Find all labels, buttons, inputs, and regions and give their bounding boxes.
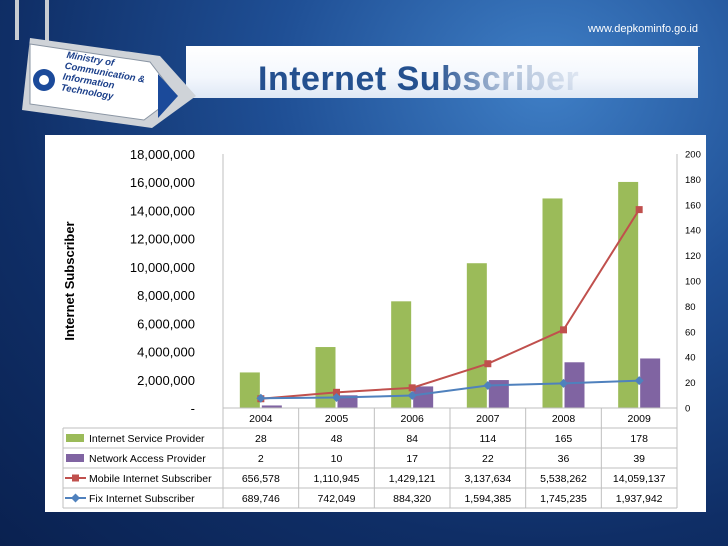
bar-nap <box>488 380 509 408</box>
y2-tick-label: 80 <box>685 302 696 313</box>
y-tick-label: 10,000,000 <box>130 260 195 275</box>
table-cell-value: 22 <box>482 453 494 465</box>
y-tick-label: 6,000,000 <box>137 316 195 331</box>
table-cell-value: 1,594,385 <box>464 493 511 505</box>
y2-tick-label: 140 <box>685 226 701 237</box>
table-cell-value: 28 <box>255 433 267 445</box>
point-fix <box>332 393 341 403</box>
sign-post-right <box>45 0 49 42</box>
point-fix <box>407 391 417 401</box>
legend-label: Internet Service Provider <box>89 433 205 445</box>
legend-label: Fix Internet Subscriber <box>89 493 195 505</box>
point-fix <box>634 376 644 386</box>
table-cell-value: 689,746 <box>242 493 280 505</box>
chart-panel: - 2,000,000 4,000,000 6,000,000 8,000,000 10,… <box>45 135 706 512</box>
point-mobile <box>408 384 416 392</box>
y-axis-title: Internet Subscriber <box>62 221 77 340</box>
y-tick-label: 8,000,000 <box>137 288 195 303</box>
legend-label: Network Access Provider <box>89 453 206 465</box>
table-cell-value: 2 <box>258 453 264 465</box>
x-tick-label: 2008 <box>552 413 576 425</box>
table-cell-value: 1,110,945 <box>314 473 360 485</box>
y2-tick-label: 60 <box>685 327 696 338</box>
y2-tick-label: 20 <box>685 378 696 389</box>
table-cell-value: 656,578 <box>242 473 280 485</box>
ministry-emblem-center <box>39 75 49 85</box>
y-tick-label: 14,000,000 <box>130 203 195 218</box>
table-cell-value: 36 <box>558 453 570 465</box>
legend-marker-fix <box>71 493 80 503</box>
ministry-signpost-logo: Ministry of Communication & Information … <box>15 0 196 128</box>
y-tick-label: 12,000,000 <box>130 232 195 247</box>
subscriber-chart: - 2,000,000 4,000,000 6,000,000 8,000,000 10,… <box>62 147 701 509</box>
table-cell-value: 5,538,262 <box>540 473 587 485</box>
legend-label: Mobile Internet Subscriber <box>89 473 212 485</box>
y2-tick-label: 0 <box>685 404 690 415</box>
x-tick-label: 2005 <box>325 413 349 425</box>
table-cell-value: 17 <box>406 453 418 465</box>
table-cell-value: 1,937,942 <box>616 493 663 505</box>
table-cell-value: 114 <box>479 433 496 445</box>
y-tick-label: 2,000,000 <box>137 373 195 388</box>
bar-nap <box>564 362 585 408</box>
y-tick-label: 16,000,000 <box>130 175 195 190</box>
bar-nap <box>337 395 358 408</box>
website-url: www.depkominfo.go.id <box>587 23 698 35</box>
table-cell-value: 84 <box>406 433 418 445</box>
point-mobile <box>635 206 643 214</box>
bar-isp <box>618 181 639 408</box>
y2-tick-label: 120 <box>685 251 701 262</box>
y2-tick-label: 200 <box>685 150 701 161</box>
table-cell-value: 742,049 <box>318 493 356 505</box>
sign-arrow <box>158 74 178 118</box>
legend-key-isp <box>66 434 84 442</box>
bar-nap <box>640 358 661 408</box>
table-cell-value: 3,137,634 <box>464 473 511 485</box>
table-cell-value: 14,059,137 <box>613 473 666 485</box>
y-tick-label: 18,000,000 <box>130 147 195 162</box>
bar-isp <box>542 198 563 408</box>
y2-tick-label: 160 <box>685 200 701 211</box>
point-mobile <box>333 388 340 396</box>
bar-nap <box>413 386 434 408</box>
table-cell-value: 1,429,121 <box>389 473 436 485</box>
point-fix <box>559 378 568 388</box>
y2-tick-label: 40 <box>685 353 696 364</box>
bar-isp <box>391 301 412 408</box>
table-cell-value: 39 <box>633 453 645 465</box>
table-cell-value: 165 <box>555 433 573 445</box>
x-tick-label: 2004 <box>249 413 273 425</box>
x-tick-label: 2007 <box>476 413 500 425</box>
y2-tick-label: 100 <box>685 277 701 288</box>
y-tick-label: - <box>191 401 195 416</box>
line-fix <box>260 379 640 400</box>
legend-marker-mobile <box>72 474 79 482</box>
title-bar <box>186 46 698 98</box>
bar-isp <box>466 263 487 408</box>
point-fix <box>256 393 266 403</box>
sign-post-left <box>15 0 19 40</box>
bar-nap <box>261 405 282 408</box>
point-mobile <box>560 326 567 334</box>
table-cell-value: 178 <box>630 433 648 445</box>
x-tick-label: 2006 <box>400 413 424 425</box>
point-fix <box>483 381 493 391</box>
y2-tick-label: 180 <box>685 175 701 186</box>
table-cell-value: 48 <box>331 433 343 445</box>
x-tick-label: 2009 <box>627 413 651 425</box>
page-title: Internet Subscriber <box>258 60 580 98</box>
table-cell-value: 1,745,235 <box>540 493 587 505</box>
point-mobile <box>484 360 492 368</box>
table-cell-value: 10 <box>331 453 343 465</box>
bar-isp <box>315 347 336 408</box>
legend-key-nap <box>66 454 84 462</box>
y-tick-label: 4,000,000 <box>137 345 195 360</box>
table-cell-value: 884,320 <box>393 493 431 505</box>
bar-isp <box>239 372 260 408</box>
line-mobile <box>260 209 641 400</box>
